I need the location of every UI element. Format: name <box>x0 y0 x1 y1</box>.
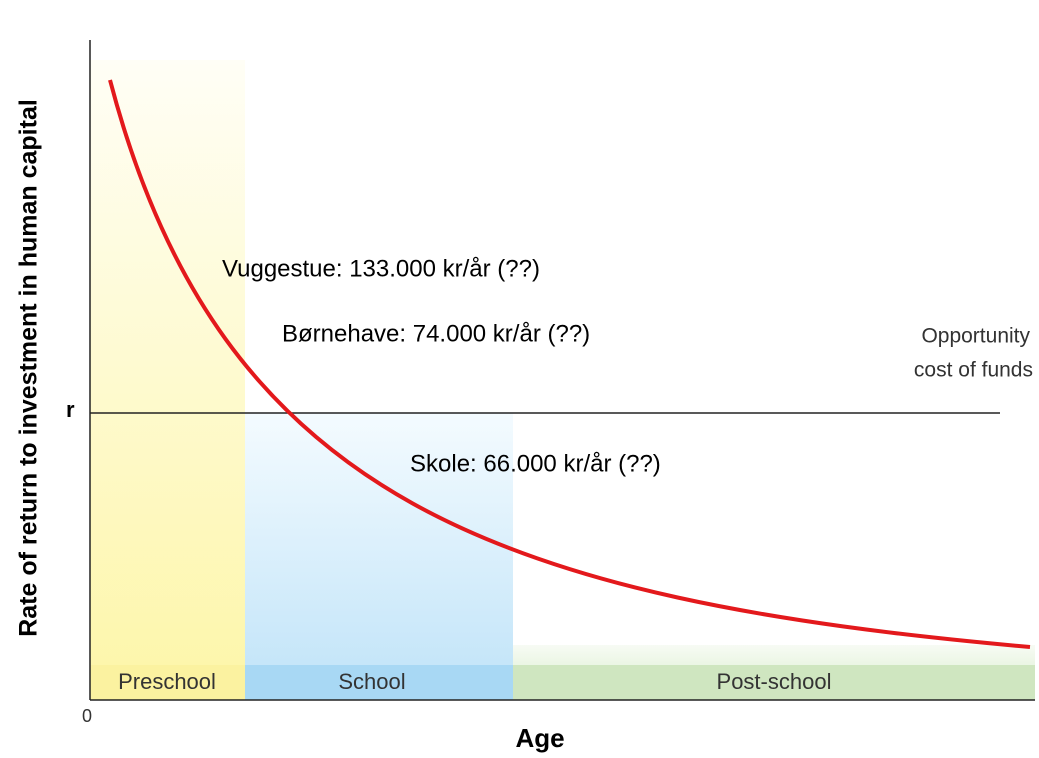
school-area <box>245 413 513 700</box>
preschool-area <box>90 60 245 700</box>
preschool-strip <box>90 665 245 700</box>
origin-label: 0 <box>82 706 92 726</box>
annotation: Børnehave: 74.000 kr/år (??) <box>282 320 590 347</box>
x-axis-label: Age <box>515 723 564 753</box>
y-axis-label: Rate of return to investment in human ca… <box>15 99 43 637</box>
return-curve <box>108 79 1031 649</box>
region-label: Post-school <box>717 669 832 694</box>
opportunity-label: cost of funds <box>914 359 1033 382</box>
annotation: Skole: 66.000 kr/år (??) <box>410 450 661 477</box>
opportunity-label: Opportunity <box>921 325 1030 348</box>
post-school-strip <box>513 665 1035 700</box>
region-label: Preschool <box>118 669 216 694</box>
school-strip <box>245 665 513 700</box>
annotation: Vuggestue: 133.000 kr/år (??) <box>222 255 540 282</box>
r-label: r <box>66 397 75 422</box>
region-label: School <box>338 669 405 694</box>
